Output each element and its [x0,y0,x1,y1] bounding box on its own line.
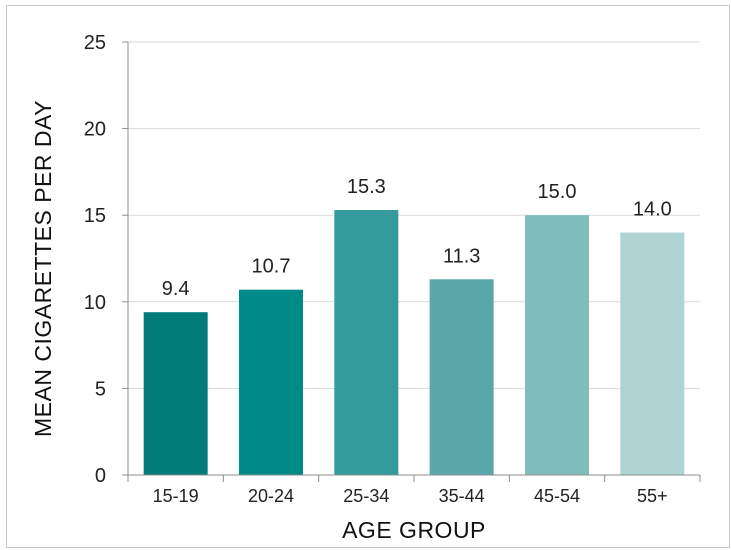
x-category-label: 35-44 [439,486,485,506]
data-label: 10.7 [252,256,291,278]
data-labels: 9.4 10.7 15.3 11.3 15.0 14.0 [162,176,672,300]
x-category-label: 45-54 [534,486,580,506]
y-axis-ticks: 0 5 10 15 20 25 [84,32,128,487]
x-category-label: 15-19 [153,486,199,506]
y-tick-label: 25 [84,32,106,54]
data-label: 9.4 [162,278,190,300]
y-tick-label: 0 [95,465,106,487]
y-tick-label: 20 [84,119,106,141]
y-tick-label: 5 [95,378,106,400]
x-axis-category-labels: 15-19 20-24 25-34 35-44 45-54 55+ [153,486,668,506]
x-axis-title: AGE GROUP [342,517,486,543]
bar-20-24 [239,289,303,475]
data-label: 15.3 [347,176,386,198]
data-label: 11.3 [443,245,480,267]
data-label: 15.0 [538,181,577,203]
gridlines [128,41,700,389]
bar-55+ [620,232,685,475]
x-axis [127,42,701,482]
bar-15-19 [143,312,208,475]
bar-25-34 [334,210,399,475]
bar-45-54 [525,215,589,475]
bar-35-44 [429,279,494,475]
bars [143,210,685,475]
x-category-label: 25-34 [343,486,389,506]
y-tick-label: 15 [84,205,106,227]
y-tick-label: 10 [84,292,106,314]
x-category-label: 55+ [637,486,668,506]
y-axis-title: MEAN CIGARETTES PER DAY [30,100,56,437]
x-category-label: 20-24 [248,486,294,506]
data-label: 14.0 [633,199,672,221]
